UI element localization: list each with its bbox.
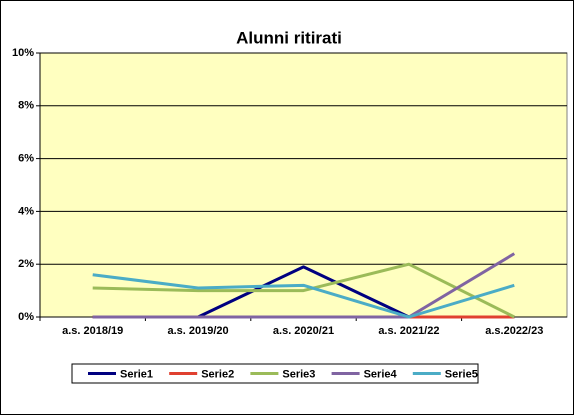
y-tick-label: 10% [12, 47, 34, 59]
x-tick-label: a.s. 2021/22 [378, 325, 439, 337]
chart-title: Alunni ritirati [236, 28, 342, 47]
y-tick-label: 4% [18, 205, 34, 217]
series-line [92, 262, 515, 319]
y-tick-label: 8% [18, 100, 34, 112]
x-tick-label: a.s. 2019/20 [168, 325, 229, 337]
y-tick-label: 6% [18, 153, 34, 165]
x-tick-label: a.s. 2020/21 [273, 325, 334, 337]
series-line [92, 252, 516, 319]
legend-label: Serie5 [445, 368, 478, 380]
legend-label: Serie4 [364, 368, 398, 380]
x-tick-label: a.s.2022/23 [485, 325, 543, 337]
legend-label: Serie3 [282, 368, 315, 380]
y-tick-label: 0% [18, 311, 34, 323]
plot-area [39, 52, 568, 318]
series-line [92, 273, 515, 319]
legend-label: Serie1 [120, 368, 153, 380]
legend-label: Serie2 [201, 368, 234, 380]
y-tick-label: 2% [18, 258, 34, 270]
x-tick-label: a.s. 2018/19 [62, 325, 123, 337]
